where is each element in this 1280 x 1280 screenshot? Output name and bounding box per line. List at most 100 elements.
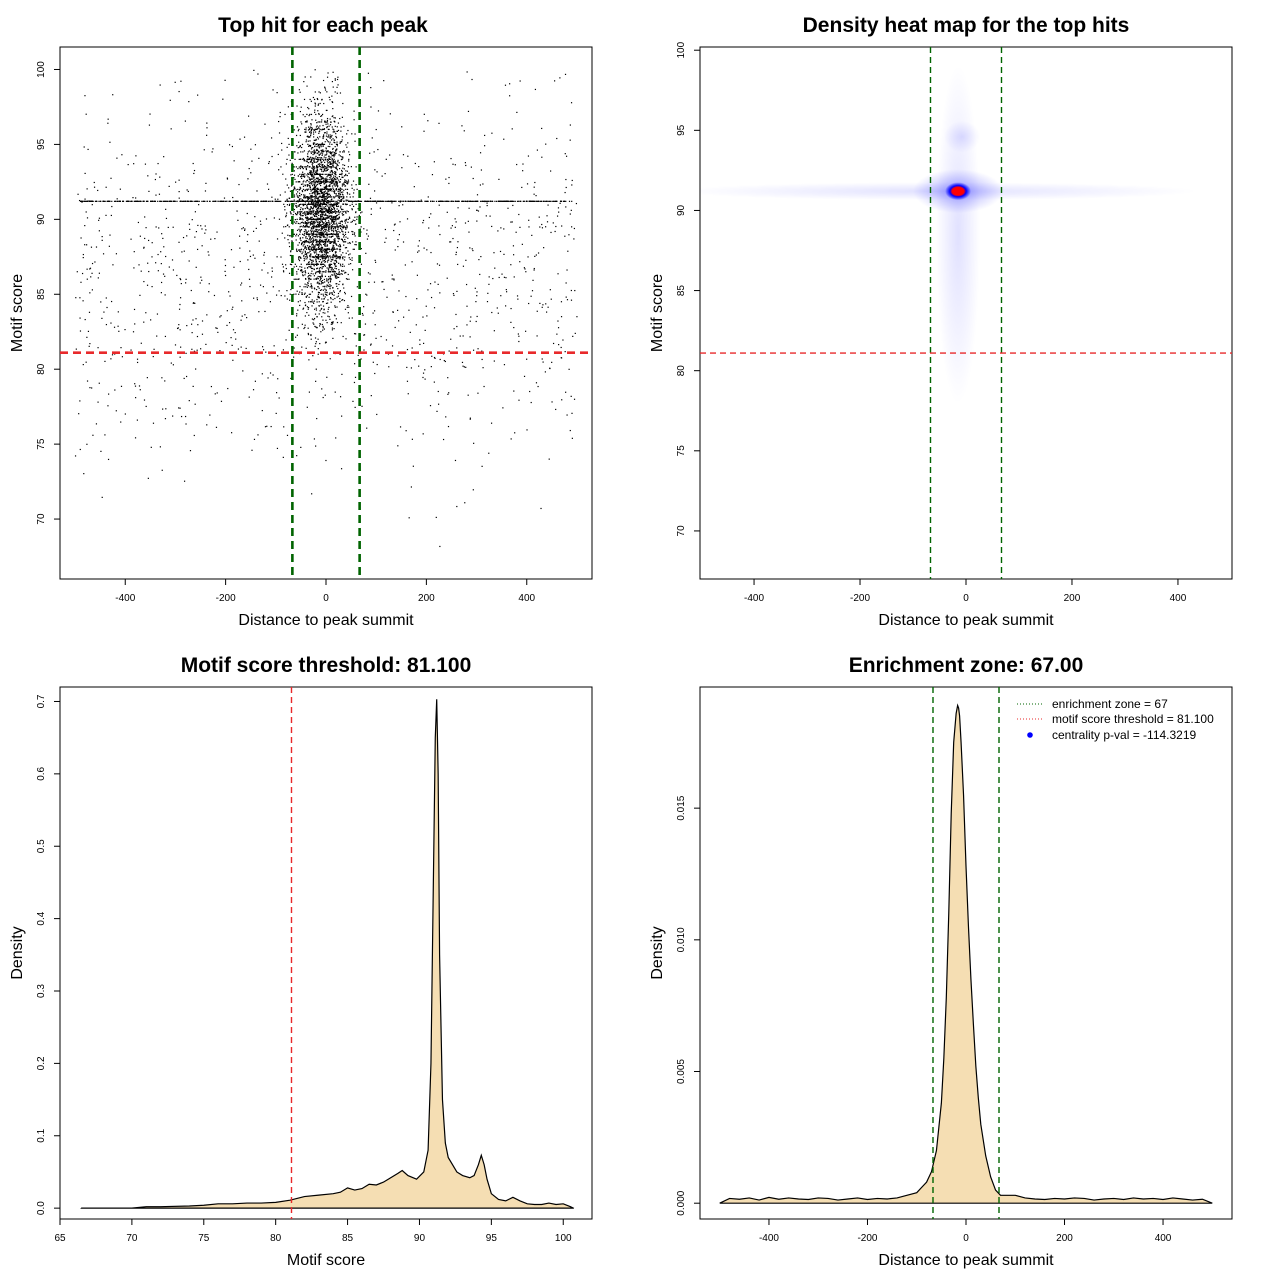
scatter-point <box>333 253 335 256</box>
scatter-point <box>330 269 332 271</box>
scatter-point <box>315 170 317 172</box>
scatter-point <box>314 337 317 339</box>
scatter-point <box>343 168 345 170</box>
scatter-point <box>316 243 318 245</box>
scatter-point <box>169 200 171 202</box>
scatter-point <box>310 238 313 240</box>
scatter-point <box>307 332 309 335</box>
scatter-point <box>306 196 308 198</box>
scatter-point <box>570 209 572 211</box>
scatter-point <box>80 237 82 239</box>
scatter-point <box>339 225 341 227</box>
scatter-point <box>380 335 382 338</box>
scatter-point <box>174 344 177 346</box>
scatter-point <box>317 293 320 295</box>
panel-scatter: Top hit for each peak -400 -200 0 200 400707… <box>9 14 593 629</box>
scatter-point <box>116 200 118 202</box>
scatter-point <box>330 178 332 180</box>
scatter-point <box>282 270 285 272</box>
scatter-point <box>445 416 447 418</box>
scatter-point <box>334 177 336 180</box>
scatter-point <box>450 241 452 243</box>
scatter-point <box>301 233 304 235</box>
scatter-point <box>136 361 139 364</box>
scatter-point <box>381 175 383 177</box>
scatter-point <box>320 121 323 123</box>
scatter-point <box>82 256 84 259</box>
scatter-point <box>186 235 188 237</box>
scatter-point <box>317 248 319 250</box>
scatter-point <box>331 211 333 213</box>
scatter-point <box>363 334 366 336</box>
scatter-point <box>542 361 544 363</box>
scatter-point <box>320 157 322 159</box>
scatter-point <box>300 187 302 189</box>
scatter-point <box>384 173 386 175</box>
scatter-point <box>188 101 190 103</box>
scatter-point <box>303 226 306 228</box>
scatter-point <box>513 390 515 392</box>
scatter-point <box>491 311 493 314</box>
scatter-point <box>97 347 99 349</box>
scatter-point <box>511 128 513 130</box>
scatter-point <box>476 291 478 293</box>
scatter-point <box>324 182 327 184</box>
scatter-point <box>304 160 306 162</box>
scatter-point <box>295 248 298 250</box>
scatter-point <box>316 241 318 243</box>
scatter-point <box>228 144 231 146</box>
scatter-point <box>318 178 321 181</box>
scatter-point <box>249 200 251 202</box>
scatter-point <box>543 247 545 249</box>
scatter-point <box>325 203 328 205</box>
scatter-point <box>277 153 279 156</box>
scatter-point <box>476 200 478 202</box>
scatter-point <box>130 200 132 202</box>
scatter-point <box>469 200 471 202</box>
scatter-point <box>491 132 493 134</box>
scatter-point <box>428 227 430 229</box>
scatter-point <box>434 281 436 283</box>
scatter-point <box>304 272 307 274</box>
scatter-point <box>328 166 330 168</box>
scatter-point <box>321 211 323 213</box>
scatter-point <box>333 182 335 185</box>
scatter-point <box>90 276 92 278</box>
scatter-point <box>556 215 559 217</box>
scatter-point <box>147 262 149 264</box>
scatter-point <box>315 143 318 146</box>
scatter-point <box>298 199 301 201</box>
scatter-point <box>549 289 551 291</box>
scatter-point <box>293 196 296 198</box>
scatter-point <box>252 389 255 391</box>
scatter-point <box>550 170 552 172</box>
scatter-point <box>448 392 450 394</box>
scatter-point <box>513 254 515 256</box>
scatter-point <box>344 210 346 213</box>
scatter-point <box>308 185 311 187</box>
scatter-point <box>321 128 323 131</box>
scatter-point <box>317 271 319 273</box>
scatter-point <box>309 140 311 142</box>
scatter-point <box>341 221 343 223</box>
scatter-point <box>366 427 368 429</box>
scatter-point <box>339 221 341 223</box>
scatter-point <box>321 178 323 180</box>
scatter-point <box>340 273 342 275</box>
scatter-point <box>313 192 315 194</box>
scatter-point <box>296 334 298 336</box>
scatter-point <box>320 261 323 263</box>
scatter-point <box>547 204 549 206</box>
scatter-point <box>325 198 328 200</box>
scatter-point <box>296 455 298 457</box>
scatter-point <box>321 191 323 194</box>
scatter-point <box>338 262 340 264</box>
scatter-point <box>299 217 301 219</box>
scatter-point <box>304 221 306 223</box>
scatter-point <box>520 200 522 202</box>
scatter-point <box>310 200 313 202</box>
scatter-point <box>329 242 331 245</box>
scatter-point <box>160 281 163 284</box>
scatter-point <box>299 167 301 170</box>
scatter-point <box>341 196 343 198</box>
